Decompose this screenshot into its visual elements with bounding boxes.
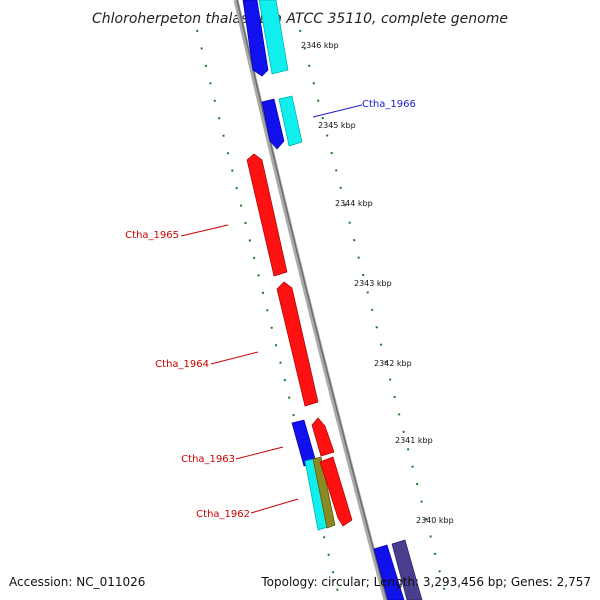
tick-label-2341: 2341 kbp [395, 436, 433, 445]
genome-backbone [233, 0, 389, 600]
gene-label-ctha-1965: Ctha_1965 [125, 230, 179, 241]
gene-top-cyan[interactable] [258, 0, 289, 75]
tick-label-2343: 2343 kbp [354, 279, 392, 288]
gene-label-ctha-1963: Ctha_1963 [181, 454, 235, 465]
leader-ctha-1965 [180, 224, 229, 237]
leader-ctha-1966 [312, 104, 363, 118]
tick-label-2344: 2344 kbp [335, 199, 373, 208]
gene-label-ctha-1966: Ctha_1966 [362, 99, 416, 110]
leader-ctha-1964 [210, 351, 259, 365]
gene-label-ctha-1962: Ctha_1962 [196, 509, 250, 520]
gene-ctha-1962-red[interactable] [319, 456, 353, 527]
gene-top-blue[interactable] [242, 0, 269, 77]
gene-ctha-1965[interactable] [246, 153, 288, 277]
leader-ctha-1962 [250, 498, 299, 514]
gene-ctha-1964[interactable] [276, 281, 319, 407]
tick-label-2346: 2346 kbp [301, 41, 339, 50]
tick-label-2345: 2345 kbp [318, 121, 356, 130]
gene-label-ctha-1964: Ctha_1964 [155, 359, 209, 370]
tick-label-2340: 2340 kbp [416, 516, 454, 525]
gene-ctha-1966[interactable] [278, 95, 303, 147]
gene-bottom-blue[interactable] [373, 544, 405, 600]
map-title: Chloroherpeton thalassium ATCC 35110, co… [92, 11, 508, 27]
gene-ctha-1962-olive[interactable] [312, 456, 336, 529]
gene-ctha-1966-blue[interactable] [261, 98, 285, 150]
leader-ctha-1963 [235, 446, 284, 460]
tick-label-2342: 2342 kbp [374, 359, 412, 368]
gene-bottom-navy[interactable] [391, 539, 423, 600]
topology-text: Topology: circular; Length: 3,293,456 bp… [260, 575, 591, 589]
accession-text: Accession: NC_011026 [9, 575, 145, 589]
gene-ctha-1963[interactable] [311, 417, 335, 457]
